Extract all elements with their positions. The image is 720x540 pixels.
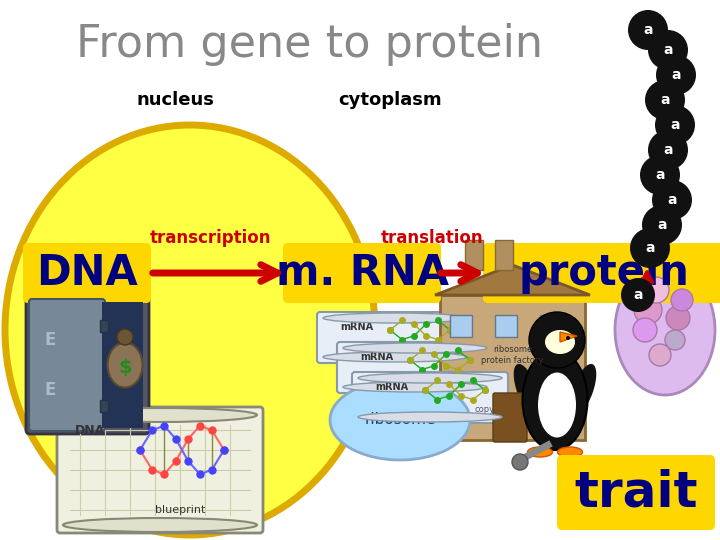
Text: a: a xyxy=(667,193,677,207)
Ellipse shape xyxy=(538,373,576,437)
FancyBboxPatch shape xyxy=(493,393,527,442)
Polygon shape xyxy=(560,332,577,342)
FancyBboxPatch shape xyxy=(352,372,508,423)
Circle shape xyxy=(529,312,585,368)
FancyBboxPatch shape xyxy=(23,243,151,303)
Ellipse shape xyxy=(615,265,715,395)
Circle shape xyxy=(566,336,570,340)
Ellipse shape xyxy=(343,343,487,353)
Text: a: a xyxy=(670,118,680,132)
Text: ribosome
protein factory: ribosome protein factory xyxy=(481,345,544,366)
Text: transcription: transcription xyxy=(149,229,271,247)
Text: a: a xyxy=(643,23,653,37)
Text: E: E xyxy=(45,331,55,349)
Text: a: a xyxy=(663,43,672,57)
Circle shape xyxy=(642,205,682,245)
FancyBboxPatch shape xyxy=(483,243,720,303)
Text: a: a xyxy=(657,218,667,232)
Circle shape xyxy=(655,105,695,145)
FancyBboxPatch shape xyxy=(100,320,108,332)
Text: m. RNA: m. RNA xyxy=(276,252,449,294)
Polygon shape xyxy=(435,265,590,295)
Circle shape xyxy=(648,30,688,70)
FancyBboxPatch shape xyxy=(283,243,441,303)
Ellipse shape xyxy=(63,518,257,532)
Text: cytoplasm: cytoplasm xyxy=(338,91,442,109)
Text: blueprint: blueprint xyxy=(155,505,205,515)
Text: DNA: DNA xyxy=(75,423,105,436)
Circle shape xyxy=(665,330,685,350)
Ellipse shape xyxy=(5,125,375,535)
Circle shape xyxy=(621,278,655,312)
Text: nucleus: nucleus xyxy=(136,91,214,109)
Ellipse shape xyxy=(63,408,257,422)
Text: trait: trait xyxy=(575,469,698,516)
Ellipse shape xyxy=(358,412,502,422)
Ellipse shape xyxy=(323,313,467,323)
Circle shape xyxy=(117,329,133,345)
Circle shape xyxy=(563,334,571,342)
Circle shape xyxy=(648,130,688,170)
Circle shape xyxy=(633,318,657,342)
FancyBboxPatch shape xyxy=(450,315,472,337)
Circle shape xyxy=(640,155,680,195)
Circle shape xyxy=(643,277,669,303)
Circle shape xyxy=(656,55,696,95)
Text: a: a xyxy=(660,93,670,107)
FancyBboxPatch shape xyxy=(495,315,517,337)
Circle shape xyxy=(630,228,670,268)
Ellipse shape xyxy=(545,330,575,354)
Ellipse shape xyxy=(513,364,540,416)
Ellipse shape xyxy=(323,352,467,362)
Ellipse shape xyxy=(343,382,487,392)
Ellipse shape xyxy=(107,342,143,388)
Text: DNA: DNA xyxy=(36,252,138,294)
FancyBboxPatch shape xyxy=(540,315,562,337)
Text: copy: copy xyxy=(475,406,495,415)
Text: a: a xyxy=(645,241,654,255)
FancyBboxPatch shape xyxy=(317,312,473,363)
Text: ribosome: ribosome xyxy=(364,413,436,428)
Text: copy: copy xyxy=(440,346,460,354)
Text: mRNA: mRNA xyxy=(375,382,408,392)
Circle shape xyxy=(671,289,693,311)
Text: translation: translation xyxy=(381,229,483,247)
Text: a: a xyxy=(655,168,665,182)
Text: a: a xyxy=(634,288,643,302)
Circle shape xyxy=(666,306,690,330)
Text: $: $ xyxy=(118,359,132,377)
Text: E: E xyxy=(45,381,55,399)
Text: copy: copy xyxy=(460,375,480,384)
FancyBboxPatch shape xyxy=(337,342,493,393)
FancyBboxPatch shape xyxy=(557,455,715,530)
FancyBboxPatch shape xyxy=(102,302,143,428)
FancyBboxPatch shape xyxy=(440,295,585,440)
Text: mRNA: mRNA xyxy=(360,352,393,362)
Text: protein: protein xyxy=(518,252,690,294)
Text: a: a xyxy=(671,68,680,82)
Ellipse shape xyxy=(330,380,470,460)
Text: a: a xyxy=(663,143,672,157)
FancyBboxPatch shape xyxy=(495,240,513,270)
Ellipse shape xyxy=(570,364,596,416)
Ellipse shape xyxy=(358,373,502,383)
Text: mRNA: mRNA xyxy=(340,322,373,332)
Ellipse shape xyxy=(523,350,588,450)
FancyBboxPatch shape xyxy=(465,240,483,270)
FancyBboxPatch shape xyxy=(57,407,263,533)
FancyBboxPatch shape xyxy=(100,400,108,412)
FancyBboxPatch shape xyxy=(29,299,105,431)
Ellipse shape xyxy=(557,447,582,457)
Circle shape xyxy=(645,80,685,120)
Circle shape xyxy=(628,10,668,50)
Circle shape xyxy=(649,344,671,366)
Text: From gene to protein: From gene to protein xyxy=(76,24,544,66)
Ellipse shape xyxy=(528,447,552,457)
Circle shape xyxy=(512,454,528,470)
Circle shape xyxy=(652,180,692,220)
FancyBboxPatch shape xyxy=(26,296,149,434)
Circle shape xyxy=(634,296,662,324)
